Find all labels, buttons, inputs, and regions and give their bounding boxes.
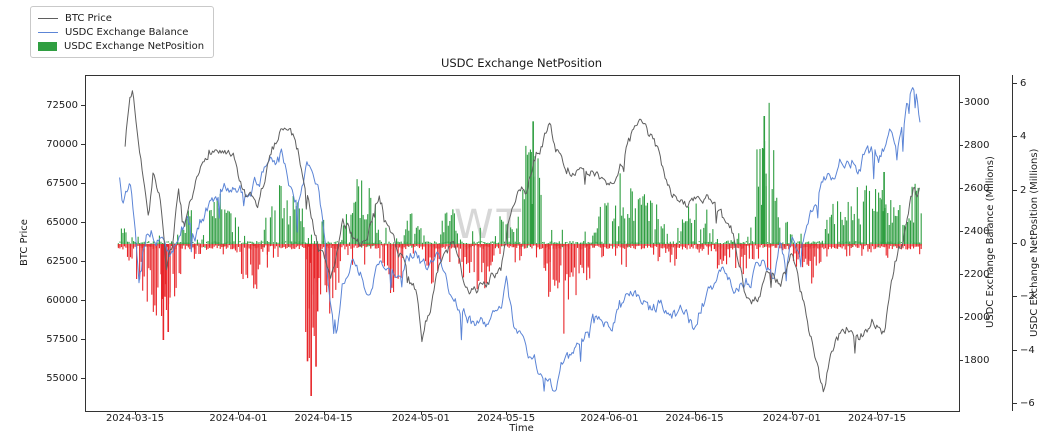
tick-label: 2024-04-15 <box>294 413 353 424</box>
tick-label: 2024-06-01 <box>580 413 639 424</box>
tick-mark <box>791 411 793 415</box>
tick-label: 4 <box>1020 131 1027 143</box>
legend: BTC Price USDC Exchange Balance USDC Exc… <box>30 6 215 58</box>
chart-canvas <box>117 87 922 396</box>
tick-label: −2 <box>1020 291 1035 303</box>
tick-mark <box>81 378 85 379</box>
tick-label: 62500 <box>46 256 78 267</box>
tick-mark <box>81 105 85 106</box>
tick-label: 2800 <box>964 140 990 151</box>
tick-label: 2024-03-15 <box>105 413 165 424</box>
tick-label: 6 <box>1020 77 1027 89</box>
tick-mark <box>81 261 85 262</box>
legend-label: BTC Price <box>65 12 112 24</box>
tick-mark <box>81 300 85 301</box>
btc-price-axis-label: BTC Price <box>19 219 30 266</box>
tick-mark <box>959 188 963 189</box>
tick-mark <box>1013 349 1017 351</box>
tick-mark <box>1013 296 1017 298</box>
tick-label: 70000 <box>46 139 78 150</box>
watermark: WT <box>454 202 524 248</box>
tick-mark <box>959 145 963 146</box>
tick-label: 2024-05-15 <box>476 413 536 424</box>
tick-mark <box>1013 189 1017 191</box>
tick-mark <box>81 183 85 184</box>
chart-title: USDC Exchange NetPosition <box>440 56 603 70</box>
netposition-axis-spine <box>1012 75 1013 411</box>
usdc-balance-line-swatch-icon <box>38 31 58 33</box>
tick-label: 2400 <box>964 226 990 237</box>
tick-mark <box>238 411 240 415</box>
tick-label: 72500 <box>46 100 78 111</box>
usdc-netposition-patch-swatch-icon <box>38 41 57 51</box>
tick-mark <box>135 411 136 415</box>
tick-mark <box>506 411 507 415</box>
tick-label: 2600 <box>964 183 990 194</box>
btc-line-swatch-icon <box>38 17 58 19</box>
tick-label: −4 <box>1020 344 1035 356</box>
tick-label: 2000 <box>964 312 990 323</box>
tick-mark <box>959 317 963 318</box>
tick-label: 57500 <box>46 334 78 345</box>
tick-mark <box>1013 243 1017 244</box>
tick-label: 2 <box>1020 184 1027 196</box>
tick-label: −6 <box>1020 398 1035 409</box>
tick-label: 0 <box>1020 238 1027 249</box>
legend-entry-usdc-balance: USDC Exchange Balance <box>38 25 204 39</box>
tick-mark <box>420 411 422 415</box>
tick-label: 60000 <box>46 295 78 306</box>
legend-label: USDC Exchange NetPosition <box>64 40 205 52</box>
tick-mark <box>323 411 325 415</box>
tick-label: 2024-07-15 <box>847 413 907 424</box>
usdc-netposition-axis-label: USDC Exchange NetPosition (Millions) <box>1029 148 1040 337</box>
tick-label: 3000 <box>964 97 990 108</box>
tick-label: 2024-05-01 <box>391 413 450 424</box>
tick-label: 67500 <box>46 178 78 189</box>
legend-entry-btc-price: BTC Price <box>38 11 204 25</box>
tick-label: 2200 <box>964 269 990 280</box>
tick-mark <box>81 144 85 145</box>
tick-mark <box>609 411 611 415</box>
legend-entry-usdc-netposition: USDC Exchange NetPosition <box>38 39 204 53</box>
tick-label: 65000 <box>46 217 78 228</box>
tick-mark <box>81 339 85 340</box>
tick-mark <box>877 411 878 415</box>
time-axis-label: Time <box>509 423 534 433</box>
tick-mark <box>81 222 85 223</box>
tick-mark <box>1013 136 1017 138</box>
tick-mark <box>959 360 963 361</box>
tick-label: 1800 <box>964 355 990 366</box>
legend-label: USDC Exchange Balance <box>65 26 189 38</box>
tick-label: 2024-04-01 <box>209 413 268 424</box>
tick-mark <box>1013 82 1017 84</box>
tick-mark <box>1013 403 1017 404</box>
tick-mark <box>694 411 696 415</box>
plot-area: WT <box>85 75 960 412</box>
tick-mark <box>959 231 963 232</box>
tick-label: 2024-07-01 <box>762 413 821 424</box>
tick-mark <box>959 274 963 275</box>
tick-label: 55000 <box>46 373 78 384</box>
tick-mark <box>959 102 963 103</box>
tick-label: 2024-06-15 <box>665 413 724 424</box>
